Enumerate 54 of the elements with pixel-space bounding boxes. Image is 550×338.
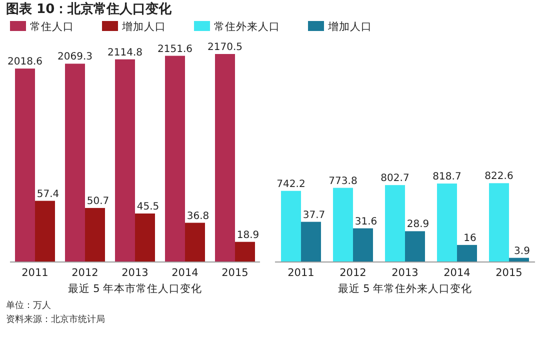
data-label: 37.7 xyxy=(302,210,326,221)
bar xyxy=(15,68,35,262)
data-label: 2018.6 xyxy=(8,56,42,68)
data-label: 57.4 xyxy=(36,188,60,200)
chart-title: 图表 10：北京常住人口变化 xyxy=(6,1,173,17)
bar xyxy=(185,222,205,262)
x-tick-label: 2013 xyxy=(122,267,148,279)
legend-label: 常住外来人口 xyxy=(214,20,280,33)
x-tick-label: 2012 xyxy=(340,267,366,279)
data-label: 3.9 xyxy=(514,246,530,257)
bar xyxy=(65,64,85,262)
data-label: 742.2 xyxy=(276,178,306,190)
x-tick-label: 2015 xyxy=(496,267,522,279)
data-label: 31.6 xyxy=(354,216,378,228)
data-label: 45.5 xyxy=(136,202,160,213)
x-axis-title: 最近 5 年常住外来人口变化 xyxy=(338,282,472,295)
bar xyxy=(235,242,255,262)
text: 单位：万人 xyxy=(6,300,51,311)
bar xyxy=(385,185,405,262)
data-label: 36.8 xyxy=(186,210,210,222)
x-tick-label: 2011 xyxy=(22,267,48,279)
x-tick-label: 2014 xyxy=(444,267,471,279)
legend-label: 增加人口 xyxy=(327,20,372,33)
data-label: 50.7 xyxy=(86,196,110,207)
data-label: 822.6 xyxy=(484,171,514,182)
data-label: 2069.3 xyxy=(58,52,92,63)
bar xyxy=(35,200,55,262)
x-tick-label: 2011 xyxy=(288,267,314,279)
data-label: 818.7 xyxy=(432,172,462,183)
data-label: 18.9 xyxy=(236,230,260,241)
bar xyxy=(333,188,353,262)
text: 资料来源：北京市统计局 xyxy=(6,314,105,325)
x-tick-label: 2015 xyxy=(222,267,248,279)
data-label: 16 xyxy=(464,232,476,244)
data-label: 2151.6 xyxy=(158,44,192,55)
legend-label: 增加人口 xyxy=(121,20,166,33)
data-label: 773.8 xyxy=(328,176,358,187)
x-tick-label: 2012 xyxy=(72,267,98,279)
bar xyxy=(165,56,185,262)
legend-label: 常住人口 xyxy=(30,20,74,33)
bar xyxy=(489,183,509,262)
bar xyxy=(135,214,155,262)
bar xyxy=(215,54,235,262)
x-tick-label: 2014 xyxy=(172,267,199,279)
data-label: 802.7 xyxy=(380,173,410,184)
bar xyxy=(437,184,457,262)
bar xyxy=(457,244,477,262)
data-label: 2114.8 xyxy=(108,47,142,58)
x-axis-title: 最近 5 年本市常住人口变化 xyxy=(68,282,202,295)
bar xyxy=(115,59,135,262)
x-tick-label: 2013 xyxy=(392,267,418,279)
data-label: 2170.5 xyxy=(208,42,242,53)
data-label: 28.9 xyxy=(406,219,430,230)
bar xyxy=(85,208,105,262)
